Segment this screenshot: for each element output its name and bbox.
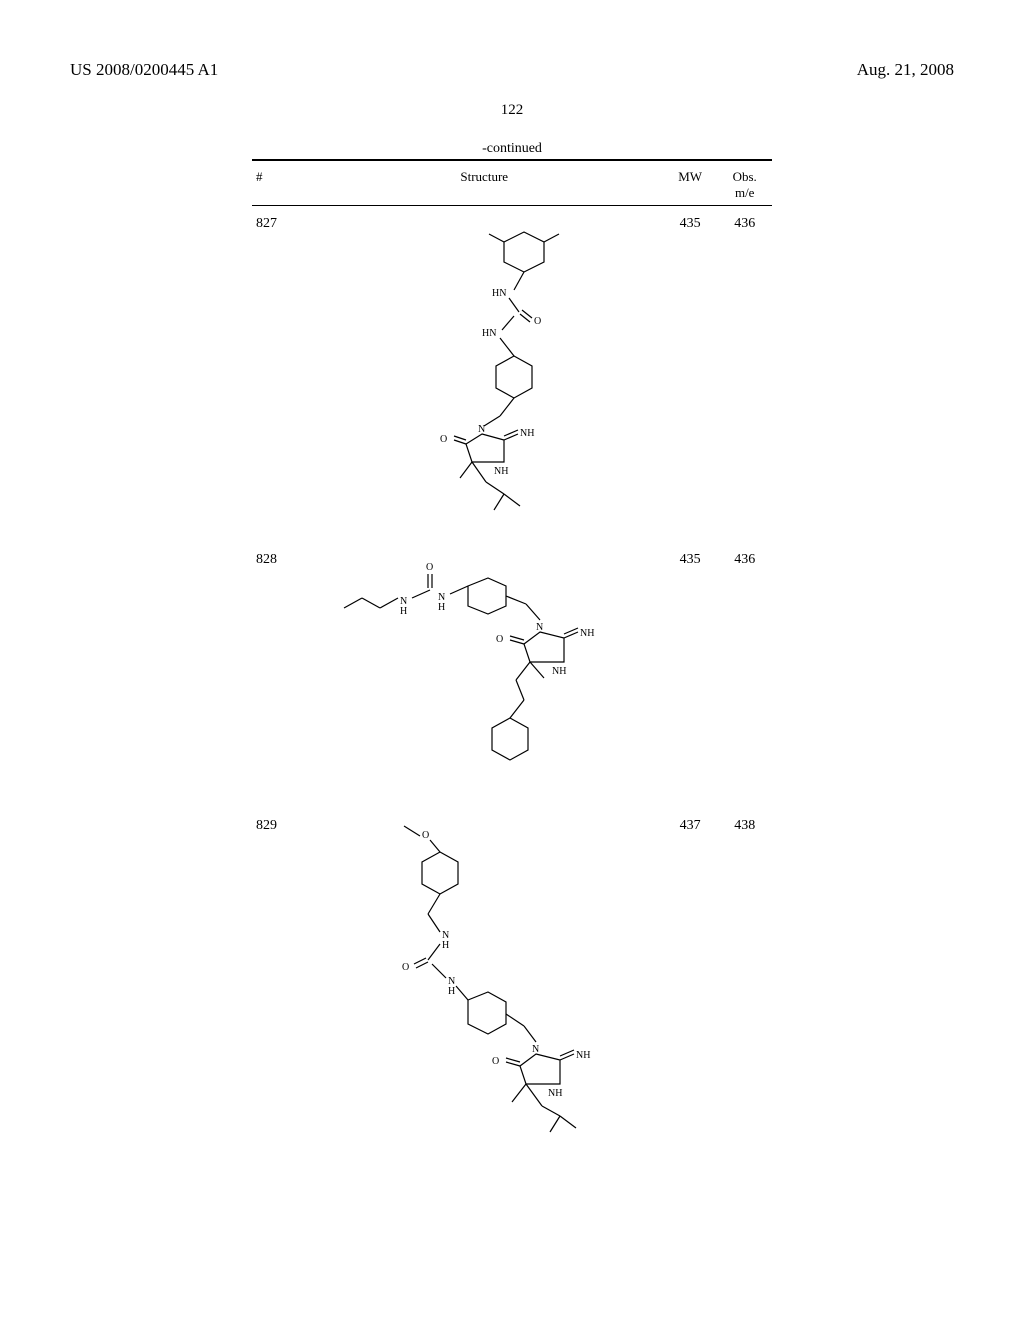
compound-me: 436 bbox=[717, 212, 772, 232]
table-row: 828 N H O N H bbox=[252, 542, 772, 808]
chem-structure-icon: N H O N H N bbox=[334, 548, 634, 808]
compound-number: 829 bbox=[252, 814, 306, 834]
page-header: US 2008/0200445 A1 Aug. 21, 2008 bbox=[70, 60, 954, 80]
svg-text:NH: NH bbox=[552, 666, 566, 677]
publication-number: US 2008/0200445 A1 bbox=[70, 60, 218, 80]
svg-text:O: O bbox=[402, 962, 409, 973]
chem-structure-icon: HN O HN N bbox=[354, 212, 614, 542]
svg-text:O: O bbox=[534, 316, 541, 327]
svg-text:NH: NH bbox=[548, 1088, 562, 1099]
compound-structure: N H O N H N bbox=[306, 548, 663, 808]
svg-text:NH: NH bbox=[494, 466, 508, 477]
svg-text:H: H bbox=[448, 986, 455, 997]
svg-text:HN: HN bbox=[482, 328, 496, 339]
svg-text:N: N bbox=[478, 424, 485, 435]
svg-text:O: O bbox=[492, 1056, 499, 1067]
svg-text:NH: NH bbox=[520, 428, 534, 439]
col-header-structure: Structure bbox=[306, 169, 663, 201]
compound-structure: HN O HN N bbox=[306, 212, 663, 542]
svg-text:O: O bbox=[426, 562, 433, 573]
page-number: 122 bbox=[70, 102, 954, 119]
col-header-mw: MW bbox=[663, 169, 718, 201]
compound-mw: 435 bbox=[663, 212, 718, 232]
svg-text:HN: HN bbox=[492, 288, 506, 299]
col-header-me-top: Obs. bbox=[717, 169, 772, 185]
col-header-me: Obs. m/e bbox=[717, 169, 772, 201]
svg-text:NH: NH bbox=[576, 1050, 590, 1061]
table-row: 829 O N H bbox=[252, 808, 772, 1174]
compound-structure: O N H O N bbox=[306, 814, 663, 1174]
compound-me: 436 bbox=[717, 548, 772, 568]
svg-text:N: N bbox=[536, 622, 543, 633]
table-column-headers: # Structure MW Obs. m/e bbox=[252, 163, 772, 205]
svg-text:H: H bbox=[438, 602, 445, 613]
svg-text:NH: NH bbox=[580, 628, 594, 639]
svg-text:H: H bbox=[400, 606, 407, 617]
svg-text:O: O bbox=[496, 634, 503, 645]
compound-number: 827 bbox=[252, 212, 306, 232]
compound-me: 438 bbox=[717, 814, 772, 834]
table-continued-label: -continued bbox=[252, 141, 772, 157]
compound-mw: 435 bbox=[663, 548, 718, 568]
svg-text:N: N bbox=[532, 1044, 539, 1055]
compound-mw: 437 bbox=[663, 814, 718, 834]
compound-number: 828 bbox=[252, 548, 306, 568]
svg-text:O: O bbox=[422, 830, 429, 841]
table-row: 827 HN O bbox=[252, 206, 772, 542]
svg-text:H: H bbox=[442, 940, 449, 951]
col-header-number: # bbox=[252, 169, 306, 201]
compound-table: -continued # Structure MW Obs. m/e 827 bbox=[252, 141, 772, 1174]
patent-page: US 2008/0200445 A1 Aug. 21, 2008 122 -co… bbox=[0, 0, 1024, 1320]
publication-date: Aug. 21, 2008 bbox=[857, 60, 954, 80]
chem-structure-icon: O N H O N bbox=[344, 814, 624, 1174]
col-header-me-bottom: m/e bbox=[717, 185, 772, 201]
table-rule-top bbox=[252, 159, 772, 161]
svg-text:O: O bbox=[440, 434, 447, 445]
